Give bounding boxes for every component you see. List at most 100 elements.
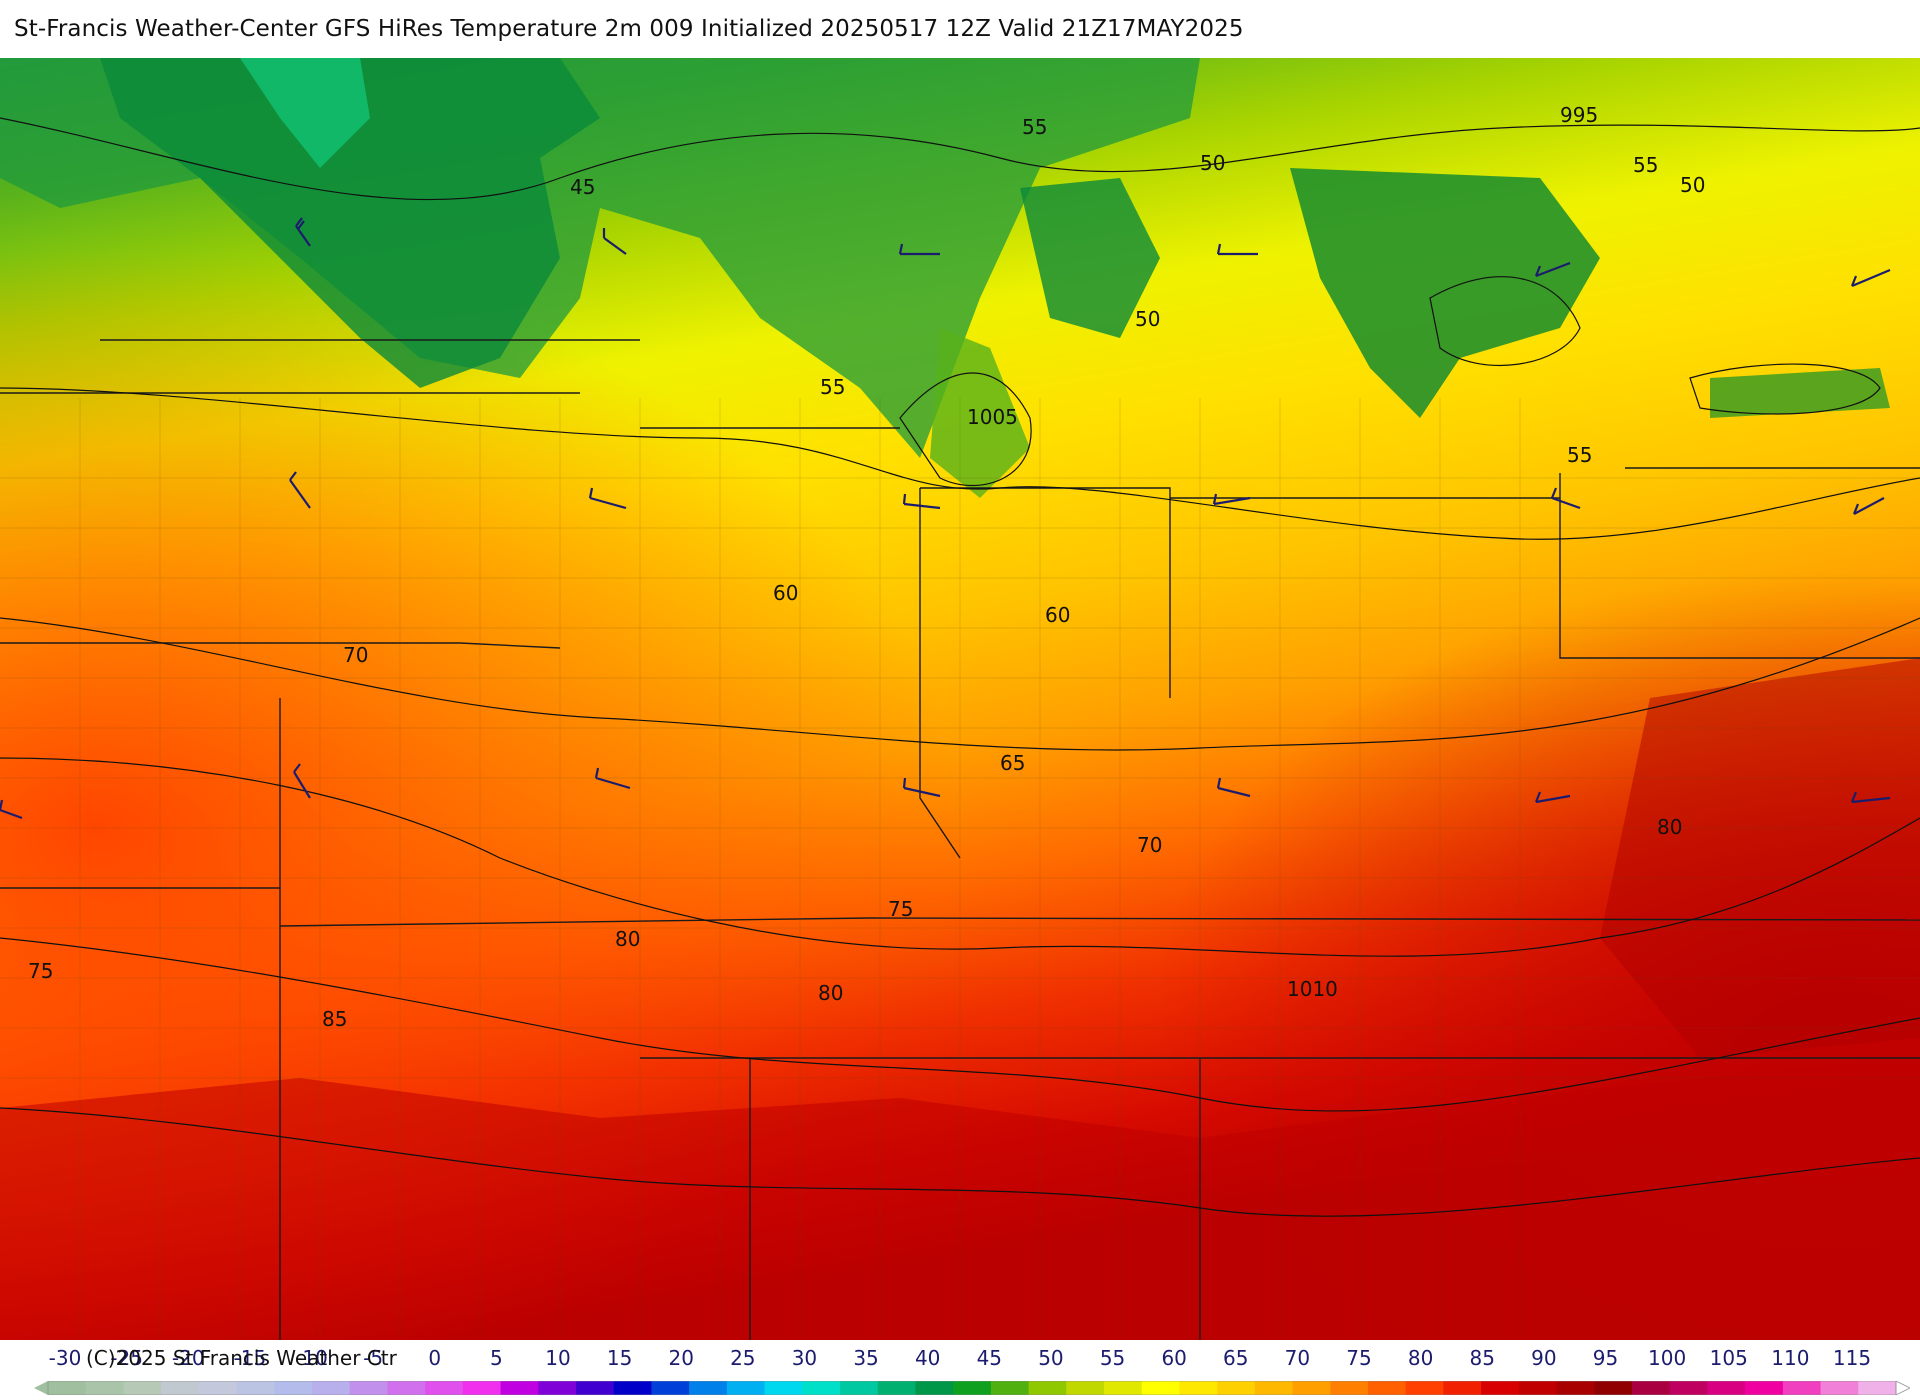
- colorbar-swatch: [1141, 1381, 1181, 1395]
- colorbar-tick-label: -15: [233, 1346, 267, 1370]
- colorbar-swatch: [425, 1381, 464, 1395]
- colorbar-swatch: [1104, 1381, 1143, 1395]
- colorbar-swatch: [1745, 1381, 1784, 1395]
- contour-label: 60: [1045, 603, 1070, 627]
- contour-label: 55: [820, 375, 845, 399]
- colorbar-tick-label: 55: [1099, 1346, 1126, 1370]
- contour-label: 1010: [1287, 977, 1338, 1001]
- contour-label: 80: [615, 927, 640, 951]
- colorbar-swatch: [1443, 1381, 1482, 1395]
- colorbar-swatch: [1330, 1381, 1369, 1395]
- colorbar-swatch: [1594, 1381, 1633, 1395]
- colorbar-swatch: [1368, 1381, 1407, 1395]
- colorbar-swatch: [802, 1381, 841, 1395]
- colorbar-labels: -30 -25 -20 -15 -10 -5 0 5 10 15 20 25 30 35 40 45 50 55 6…: [0, 1342, 1920, 1372]
- copyright-notice: (C)2025 St Francis Weather Ctr: [86, 1346, 397, 1370]
- colorbar-swatch: [1481, 1381, 1520, 1395]
- contour-label: 80: [1657, 815, 1682, 839]
- colorbar-tick-label: 105: [1709, 1346, 1748, 1370]
- contour-label: 995: [1560, 103, 1598, 127]
- colorbar-swatch: [1820, 1381, 1859, 1395]
- colorbar-swatch: [1028, 1381, 1067, 1395]
- colorbar-swatch: [538, 1381, 577, 1395]
- colorbar-tick-label: 85: [1469, 1346, 1495, 1370]
- colorbar-swatch: [1669, 1381, 1709, 1395]
- contour-label: 75: [28, 959, 53, 983]
- colorbar-tick-label: 10: [545, 1346, 571, 1370]
- colorbar-tick-label: 5: [489, 1346, 503, 1370]
- colorbar-tick-label: 25: [730, 1346, 756, 1370]
- contour-label: 55: [1633, 153, 1658, 177]
- colorbar-swatch: [877, 1381, 917, 1395]
- colorbar-tick-label: 100: [1648, 1346, 1687, 1370]
- contour-lines: [0, 117, 1920, 1217]
- colorbar-swatch: [1632, 1381, 1671, 1395]
- colorbar-tick-label: 35: [853, 1346, 879, 1370]
- colorbar-tick-label: 75: [1346, 1346, 1372, 1370]
- colorbar-tick-label: 0: [428, 1346, 442, 1370]
- colorbar-swatch: [689, 1381, 728, 1395]
- contour-label: 70: [343, 643, 368, 667]
- colorbar-swatch: [161, 1381, 200, 1395]
- colorbar-tick-label: 40: [914, 1346, 941, 1370]
- colorbar-swatch: [349, 1381, 389, 1395]
- colorbar-swatch: [1707, 1381, 1746, 1395]
- wind-barbs: [0, 217, 1891, 820]
- state-boundaries: [0, 339, 1920, 1340]
- colorbar-tick-label: 65: [1223, 1346, 1249, 1370]
- colorbar-max-arrow: [1895, 1381, 1910, 1395]
- colorbar-swatch: [236, 1381, 275, 1395]
- colorbar-tick-label: 115: [1832, 1346, 1872, 1370]
- colorbar-tick-label: 80: [1407, 1346, 1434, 1370]
- contour-label: 55: [1567, 443, 1592, 467]
- colorbar-swatch: [1556, 1381, 1595, 1395]
- colorbar-tick-label: 110: [1771, 1346, 1810, 1370]
- contour-label: 50: [1135, 307, 1160, 331]
- colorbar-tick-label: 45: [976, 1346, 1003, 1370]
- contour-label: 45: [570, 175, 595, 199]
- colorbar-swatch: [651, 1381, 690, 1395]
- colorbar-tick-label: 70: [1284, 1346, 1311, 1370]
- contour-label: 70: [1137, 833, 1162, 857]
- colorbar-tick-label: 50: [1038, 1346, 1064, 1370]
- colorbar-tick-label: 20: [668, 1346, 694, 1370]
- colorbar-swatch: [1858, 1381, 1897, 1395]
- colorbar-tick-label: -10: [295, 1346, 328, 1370]
- contour-label: 80: [818, 981, 843, 1005]
- colorbar-swatch: [915, 1381, 954, 1395]
- colorbar-swatch: [1066, 1381, 1105, 1395]
- colorbar-tick-label: -30: [48, 1346, 82, 1370]
- colorbar-swatch: [462, 1381, 502, 1395]
- colorbar-swatch: [840, 1381, 879, 1395]
- colorbar-tick-label: 95: [1592, 1346, 1619, 1370]
- colorbar-swatch: [1405, 1381, 1445, 1395]
- map-title: St-Francis Weather-Center GFS HiRes Temp…: [14, 16, 1244, 42]
- colorbar-swatch: [1292, 1381, 1331, 1395]
- colorbar-tick-label: -20: [171, 1346, 205, 1370]
- colorbar-swatch: [123, 1381, 162, 1395]
- colorbar-tick-label: -5: [363, 1346, 384, 1370]
- contour-label-group: 45 50 50 50 55 55 55 55 60 60 65 70 70 7…: [28, 103, 1705, 1031]
- colorbar-swatch: [274, 1381, 313, 1395]
- colorbar-swatch: [312, 1381, 351, 1395]
- colorbar-swatch: [1254, 1381, 1294, 1395]
- colorbar-swatch: [1518, 1381, 1558, 1395]
- colorbar-tick-label: -25: [110, 1346, 143, 1370]
- contour-label: 75: [888, 897, 913, 921]
- colorbar-swatch: [387, 1381, 426, 1395]
- county-lines: [0, 398, 1920, 1340]
- colorbar-swatch: [953, 1381, 992, 1395]
- colorbar-swatch: [1217, 1381, 1256, 1395]
- colorbar-swatch: [764, 1381, 803, 1395]
- colorbar-swatch: [726, 1381, 766, 1395]
- contour-label: 50: [1200, 151, 1225, 175]
- colorbar-swatch: [48, 1381, 87, 1395]
- colorbar-swatch: [990, 1381, 1030, 1395]
- contour-label: 55: [1022, 115, 1047, 139]
- colorbar-tick-label: 90: [1531, 1346, 1557, 1370]
- colorbar-min-arrow: [34, 1381, 48, 1395]
- temperature-map: 45 50 50 50 55 55 55 55 60 60 65 70 70 7…: [0, 58, 1920, 1340]
- temperature-colorbar: [34, 1381, 1910, 1395]
- colorbar-swatch: [613, 1381, 653, 1395]
- colorbar-swatch: [1782, 1381, 1822, 1395]
